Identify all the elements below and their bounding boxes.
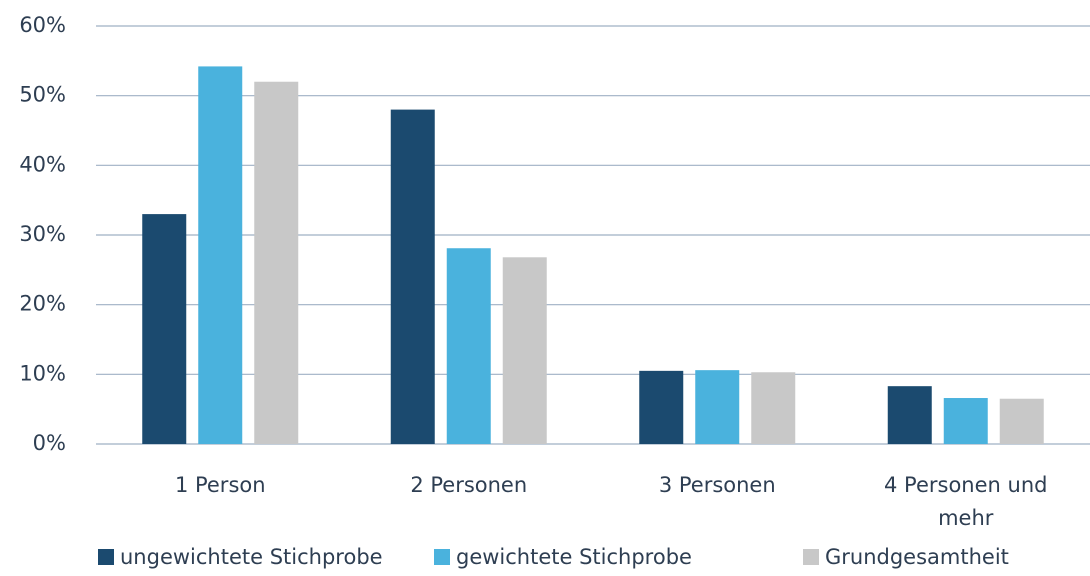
bar bbox=[639, 370, 684, 444]
y-tick-label: 40% bbox=[19, 152, 66, 176]
legend-swatch bbox=[434, 549, 450, 565]
bar bbox=[142, 214, 187, 444]
bar bbox=[751, 372, 796, 444]
legend-label: ungewichtete Stichprobe bbox=[120, 545, 383, 569]
legend-swatch bbox=[803, 549, 819, 565]
y-tick-label: 30% bbox=[19, 222, 66, 246]
bar bbox=[695, 370, 740, 444]
y-tick-label: 60% bbox=[19, 13, 66, 37]
y-tick-label: 0% bbox=[33, 431, 66, 455]
bar bbox=[502, 257, 547, 444]
bar bbox=[887, 386, 932, 444]
bar bbox=[198, 66, 243, 444]
legend-swatch bbox=[98, 549, 114, 565]
y-tick-label: 10% bbox=[19, 361, 66, 385]
legend-label: Grundgesamtheit bbox=[825, 545, 1009, 569]
y-tick-label: 50% bbox=[19, 83, 66, 107]
bar bbox=[254, 81, 299, 444]
bar bbox=[943, 398, 988, 444]
y-tick-label: 20% bbox=[19, 292, 66, 316]
bar bbox=[390, 109, 435, 444]
x-tick-label: 2 Personen bbox=[410, 473, 527, 497]
bar bbox=[999, 398, 1044, 444]
x-tick-label: 3 Personen bbox=[659, 473, 776, 497]
x-tick-label: 1 Person bbox=[175, 473, 266, 497]
legend-label: gewichtete Stichprobe bbox=[456, 545, 692, 569]
x-tick-label: 4 Personen und mehr bbox=[884, 473, 1047, 530]
bar bbox=[446, 248, 491, 444]
